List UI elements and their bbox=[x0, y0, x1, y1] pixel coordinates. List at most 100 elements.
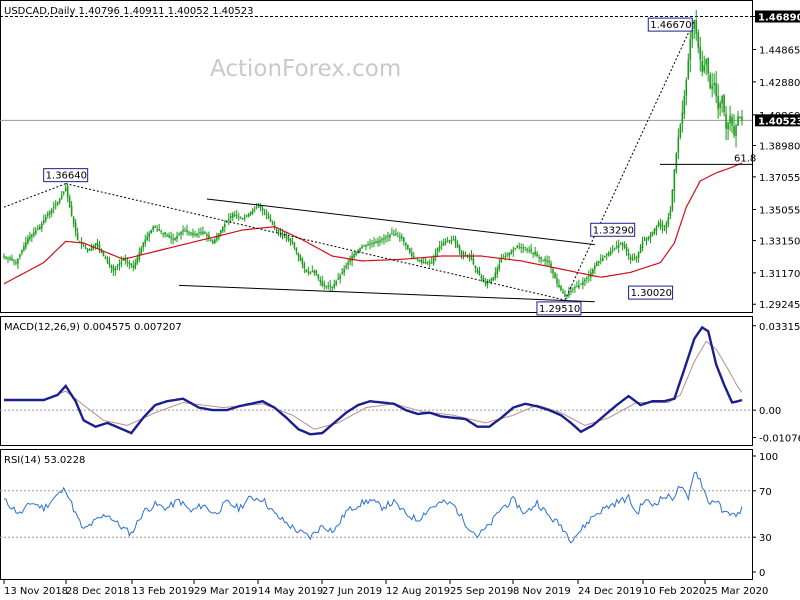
candle-body bbox=[359, 248, 361, 252]
candle-body bbox=[524, 247, 526, 249]
candle-body bbox=[401, 236, 403, 239]
candle-body bbox=[239, 217, 242, 219]
candle-body bbox=[144, 239, 147, 244]
candle-body bbox=[263, 211, 266, 213]
candle-body bbox=[629, 256, 632, 260]
candle-body bbox=[241, 218, 244, 220]
candle-body bbox=[412, 255, 415, 258]
candle-body bbox=[428, 262, 431, 264]
candle-body bbox=[416, 259, 419, 261]
candle-body bbox=[325, 286, 328, 288]
candle-body bbox=[510, 251, 513, 254]
candle-body bbox=[444, 241, 447, 244]
candle-body bbox=[190, 232, 192, 234]
watermark: ActionForex.com bbox=[210, 56, 401, 82]
candle-body bbox=[158, 229, 160, 231]
candle-body bbox=[446, 240, 449, 242]
candle-body bbox=[166, 235, 168, 237]
candle-body bbox=[651, 231, 654, 236]
annotation-box bbox=[536, 301, 582, 316]
candle-body bbox=[261, 208, 264, 211]
candle-body bbox=[393, 234, 395, 236]
candle-body bbox=[146, 236, 149, 241]
candle-body bbox=[186, 230, 188, 232]
candle-body bbox=[418, 259, 421, 262]
candle-body bbox=[440, 244, 443, 246]
candle-body bbox=[335, 281, 337, 285]
candle-body bbox=[48, 211, 51, 215]
x-tick-label: 28 Dec 2018 bbox=[66, 586, 130, 597]
candle-body bbox=[229, 216, 232, 219]
candle-body bbox=[160, 230, 162, 232]
candle-body bbox=[536, 253, 538, 257]
price-ytick-label: 1.37055 bbox=[759, 173, 800, 184]
macd-line bbox=[4, 325, 743, 436]
candle-body bbox=[31, 234, 33, 237]
candle-body bbox=[389, 234, 391, 238]
price-ytick-label: 1.29245 bbox=[759, 300, 800, 311]
candle-body bbox=[661, 224, 664, 228]
candle-body bbox=[633, 257, 636, 259]
candle-body bbox=[162, 233, 164, 235]
candle-body bbox=[377, 241, 379, 243]
candle-body bbox=[715, 82, 717, 97]
price-ytick-label: 1.38980 bbox=[759, 141, 800, 152]
candle-body bbox=[19, 254, 21, 257]
candle-body bbox=[526, 249, 528, 251]
candle-body bbox=[289, 238, 292, 242]
top-price-tag-bg bbox=[755, 10, 800, 23]
price-annotation: 1.46670 bbox=[647, 17, 693, 32]
candle-body bbox=[373, 242, 375, 245]
candle-body bbox=[269, 218, 272, 222]
candle-body bbox=[699, 46, 702, 60]
candle-body bbox=[64, 187, 67, 192]
candle-body bbox=[588, 275, 590, 277]
price-ytick-label: 1.31170 bbox=[759, 269, 800, 280]
candle-body bbox=[200, 232, 202, 234]
candle-body bbox=[430, 262, 433, 264]
candle-body bbox=[180, 231, 182, 235]
candle-body bbox=[562, 291, 564, 294]
candle-body bbox=[538, 256, 540, 258]
candle-body bbox=[23, 246, 25, 251]
candle-body bbox=[351, 256, 353, 261]
candle-body bbox=[438, 246, 441, 249]
candle-body bbox=[733, 126, 735, 136]
candle-body bbox=[142, 243, 145, 248]
candle-body bbox=[532, 252, 534, 254]
price-layer: 1.36640 1.33290 1.30020 1.29510 1.46670 61.8 bbox=[0, 9, 756, 316]
candle-body bbox=[649, 234, 652, 238]
candle-body bbox=[582, 281, 584, 285]
candle-body bbox=[361, 246, 363, 249]
candle-body bbox=[731, 117, 733, 126]
candle-body bbox=[580, 283, 582, 285]
macd-header: MACD(12,26,9) 0.004575 0.007207 bbox=[4, 322, 182, 333]
candle-body bbox=[482, 277, 485, 281]
candle-body bbox=[231, 213, 234, 218]
candle-body bbox=[601, 257, 604, 261]
candle-body bbox=[3, 256, 5, 258]
candle-body bbox=[723, 95, 725, 113]
candle-body bbox=[184, 230, 186, 232]
candle-body bbox=[237, 216, 240, 218]
candle-body bbox=[739, 116, 741, 119]
candle-body bbox=[432, 257, 435, 264]
candle-body bbox=[695, 20, 698, 34]
candle-body bbox=[116, 266, 119, 268]
candle-body bbox=[371, 243, 373, 245]
candle-body bbox=[287, 236, 290, 240]
candle-body bbox=[564, 294, 566, 297]
candle-body bbox=[490, 278, 493, 281]
candle-body bbox=[349, 259, 351, 262]
candle-body bbox=[556, 278, 558, 284]
candle-body bbox=[293, 242, 296, 248]
annotation-box bbox=[628, 285, 674, 300]
candle-body bbox=[291, 241, 294, 244]
candle-body bbox=[62, 191, 65, 194]
candle-body bbox=[518, 246, 521, 248]
candle-body bbox=[494, 272, 497, 278]
x-tick-label: 13 Feb 2019 bbox=[132, 586, 194, 597]
candle-body bbox=[687, 59, 690, 79]
candle-body bbox=[675, 153, 678, 171]
candle-body bbox=[126, 261, 129, 263]
